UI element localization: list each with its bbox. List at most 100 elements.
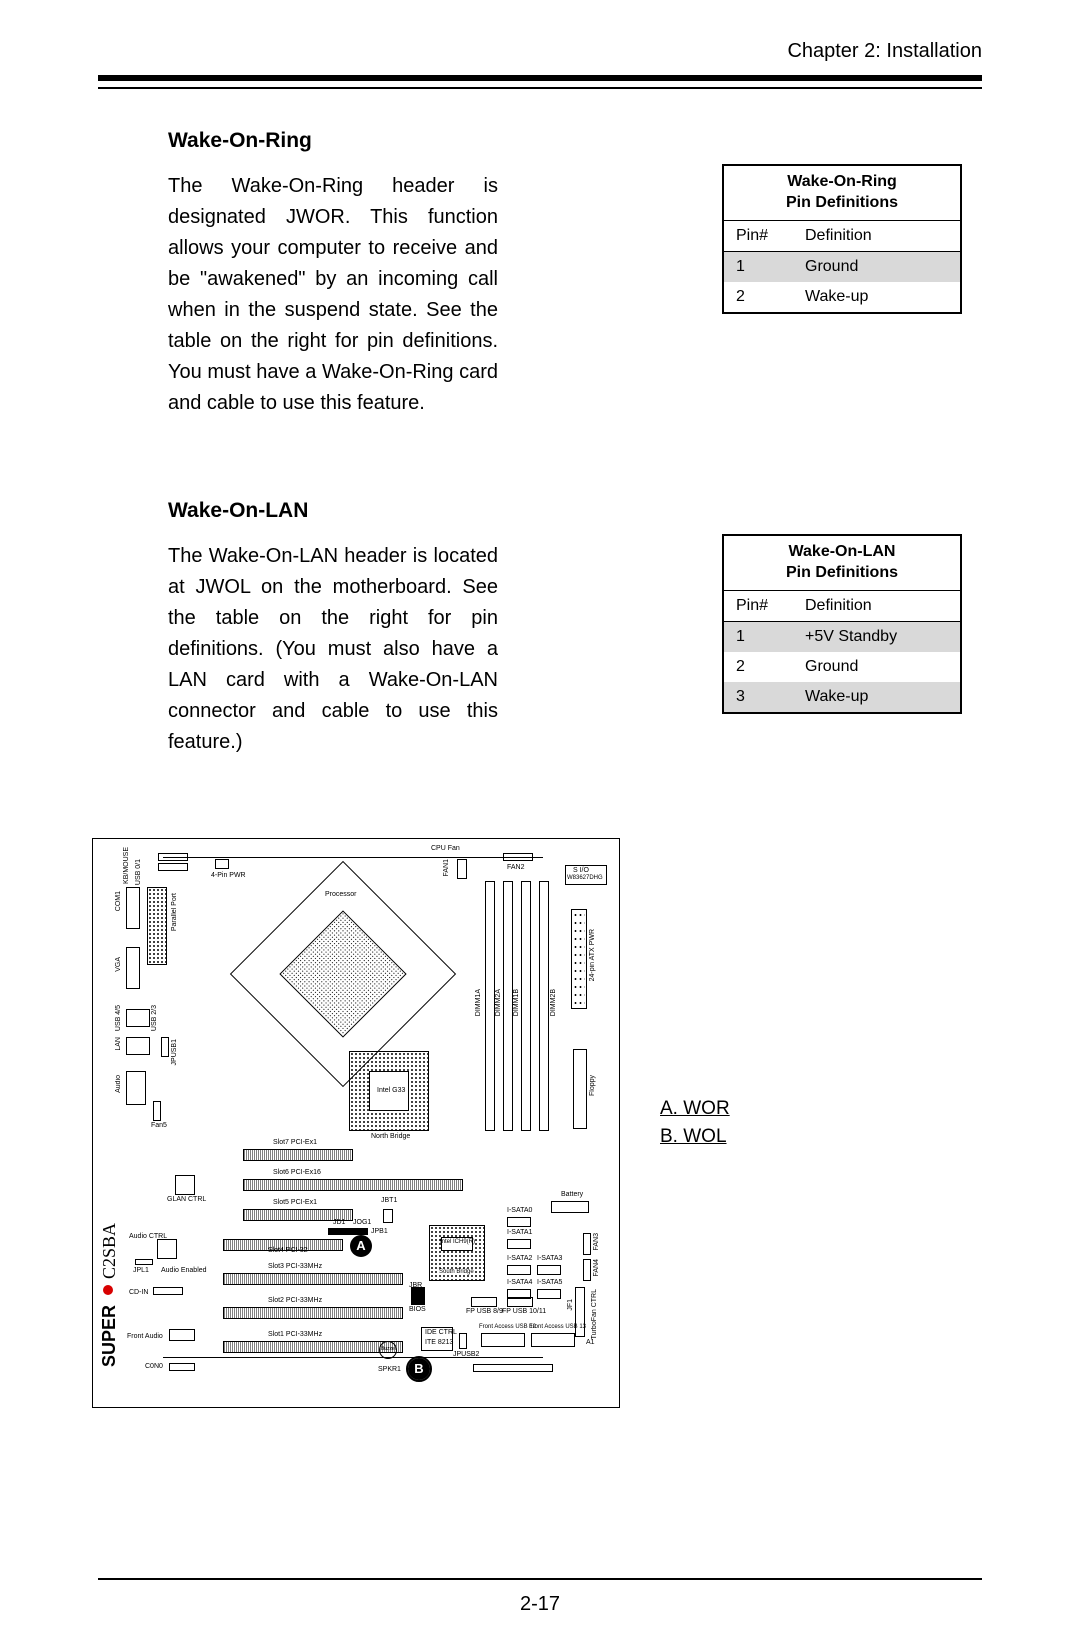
glan-box	[175, 1175, 195, 1195]
fan4-box	[583, 1259, 591, 1281]
page-number: 2-17	[520, 1593, 560, 1616]
section-wor: Wake-On-Ring The Wake-On-Ring header is …	[98, 129, 982, 419]
slot6	[243, 1179, 463, 1191]
lbl-lan: LAN	[115, 1037, 122, 1051]
wol-row3-def: Wake-up	[793, 682, 961, 713]
box-com1	[126, 887, 140, 929]
lbl-slot4: Slot4 PCI-32	[268, 1247, 308, 1254]
battery-box	[551, 1201, 589, 1213]
lbl-sio: S I/O	[573, 867, 589, 874]
fpusb10-box	[507, 1297, 533, 1307]
lbl-vga: VGA	[115, 957, 122, 972]
wol-row1-pin: 1	[723, 621, 793, 652]
box-usb45	[126, 1009, 150, 1027]
wor-col-pin: Pin#	[723, 220, 793, 251]
fan3-box	[583, 1233, 591, 1255]
jbt1-box	[383, 1209, 393, 1223]
slot1	[223, 1341, 403, 1353]
diagram-legend: A. WOR B. WOL	[660, 1095, 730, 1152]
lbl-jpusb1: JPUSB1	[171, 1039, 178, 1065]
jpusb2-box	[459, 1333, 467, 1349]
board-model-prefix: SUPER	[99, 1305, 120, 1367]
lbl-turbofan: TurboFan CTRL	[591, 1289, 598, 1339]
box-fan1	[457, 859, 467, 879]
wor-row2-pin: 2	[723, 282, 793, 313]
lbl-ich9: Intel ICH9(R)	[440, 1239, 475, 1245]
wor-table-col: Wake-On-Ring Pin Definitions Pin# Defini…	[722, 129, 982, 419]
lbl-isata0: I-SATA0	[507, 1207, 532, 1214]
lbl-jbt1: JBT1	[381, 1197, 397, 1204]
lbl-parallel: Parallel Port	[171, 893, 178, 931]
cdin-box	[153, 1287, 183, 1295]
lbl-w83627: W83627DHG	[567, 875, 603, 881]
lbl-slot6: Slot6 PCI-Ex16	[273, 1169, 321, 1176]
audioctrl-box	[157, 1239, 177, 1259]
lbl-bios: BIOS	[409, 1306, 426, 1313]
lbl-audio: Audio	[115, 1075, 122, 1093]
lbl-dimm2a: DIMM2A	[495, 989, 502, 1016]
lbl-com1: COM1	[115, 891, 122, 911]
frontusb12-box	[481, 1333, 525, 1347]
slot3	[223, 1273, 403, 1285]
atx-pwr-pins	[573, 911, 585, 1007]
red-dot-icon	[103, 1285, 113, 1295]
lbl-atxpwr: 24-pin ATX PWR	[589, 929, 596, 981]
lbl-idectrl: IDE CTRL	[425, 1329, 457, 1336]
lbl-fan5: Fan5	[151, 1122, 167, 1129]
dimm2a	[503, 881, 513, 1131]
lbl-southbridge: South Bridge	[439, 1269, 474, 1275]
jf1-box	[575, 1287, 585, 1337]
slot2	[223, 1307, 403, 1319]
rule-thin	[98, 87, 982, 89]
lbl-slot7: Slot7 PCI-Ex1	[273, 1139, 317, 1146]
fpusb8-box	[471, 1297, 497, 1307]
lbl-spkr: SPKR1	[378, 1366, 401, 1373]
wol-body: The Wake-On-LAN header is located at JWO…	[168, 541, 498, 758]
lbl-a1: A1	[586, 1339, 595, 1346]
lbl-audioctrl: Audio CTRL	[129, 1233, 167, 1240]
slot7	[243, 1149, 353, 1161]
lbl-isata4: I-SATA4	[507, 1279, 532, 1286]
lbl-isata5: I-SATA5	[537, 1279, 562, 1286]
lbl-slot5: Slot5 PCI-Ex1	[273, 1199, 317, 1206]
lbl-jd1: JD1	[333, 1219, 345, 1226]
isata3-box	[537, 1265, 561, 1275]
lbl-processor: Processor	[325, 891, 357, 898]
lbl-jpb1: JPB1	[371, 1228, 388, 1235]
section-wol: Wake-On-LAN The Wake-On-LAN header is lo…	[98, 499, 982, 758]
chapter-header: Chapter 2: Installation	[98, 40, 982, 63]
lbl-fan1: FAN1	[443, 859, 450, 877]
lbl-usb01: USB 0/1	[135, 859, 142, 885]
lbl-fan2: FAN2	[507, 864, 525, 871]
joc-bar	[328, 1228, 368, 1235]
lbl-fan3: FAN3	[593, 1233, 600, 1251]
lbl-usb45: USB 4/5	[115, 1005, 122, 1031]
marker-a: A	[350, 1235, 372, 1257]
lbl-jbr: JBR	[409, 1282, 422, 1289]
box-4pin	[215, 859, 229, 869]
wol-row3-pin: 3	[723, 682, 793, 713]
lbl-slot1: Slot1 PCI-33MHz	[268, 1331, 322, 1338]
legend-b: B. WOL	[660, 1123, 730, 1152]
wor-pin-table: Wake-On-Ring Pin Definitions Pin# Defini…	[722, 164, 962, 314]
lbl-northbridge: North Bridge	[371, 1133, 410, 1140]
box-lan	[126, 1037, 150, 1055]
marker-b: B	[408, 1358, 430, 1380]
wol-row1-def: +5V Standby	[793, 621, 961, 652]
lbl-jf1: JF1	[567, 1299, 574, 1311]
ide-conn-box	[473, 1364, 553, 1372]
lbl-frontaudio: Front Audio	[127, 1333, 163, 1340]
lbl-fpusb10: FP USB 10/11	[502, 1308, 546, 1315]
isata2-box	[507, 1265, 531, 1275]
diagram-row: SUPER C2SBA CPU Fan FAN1 FAN2 4-Pin PWR …	[98, 838, 982, 1408]
box-fan2	[503, 853, 533, 861]
wor-text-col: Wake-On-Ring The Wake-On-Ring header is …	[98, 129, 498, 419]
lbl-fan4: FAN4	[593, 1259, 600, 1277]
lbl-cpufan: CPU Fan	[431, 845, 460, 852]
lbl-frontusb12: Front Access USB 12	[479, 1324, 536, 1330]
wol-text-col: Wake-On-LAN The Wake-On-LAN header is lo…	[98, 499, 498, 758]
lbl-floppy: Floppy	[589, 1075, 596, 1096]
lbl-cdin: CD-IN	[129, 1289, 148, 1296]
dimm2b	[539, 881, 549, 1131]
motherboard-diagram: SUPER C2SBA CPU Fan FAN1 FAN2 4-Pin PWR …	[92, 838, 620, 1408]
